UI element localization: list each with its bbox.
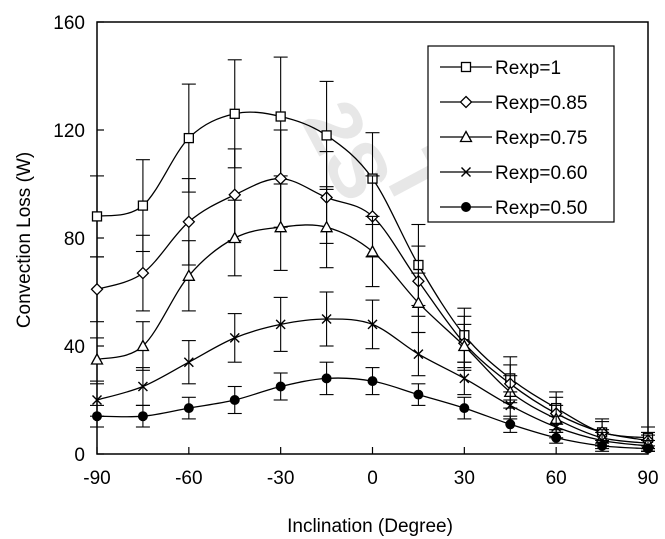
data-point bbox=[413, 389, 424, 400]
data-point bbox=[228, 231, 242, 244]
data-point bbox=[137, 381, 148, 392]
legend-label: Rexp=0.50 bbox=[495, 198, 587, 219]
data-point bbox=[90, 282, 104, 296]
legend-box bbox=[427, 45, 615, 223]
legend-item: Rexp=0.75 bbox=[440, 128, 587, 149]
data-point bbox=[275, 381, 286, 392]
data-point bbox=[275, 111, 286, 122]
data-point bbox=[321, 373, 332, 384]
data-point bbox=[597, 440, 608, 451]
data-point bbox=[551, 422, 562, 432]
x-tick-label: 0 bbox=[367, 468, 378, 489]
x-axis-label: Inclination (Degree) bbox=[287, 516, 453, 537]
data-point bbox=[182, 268, 196, 281]
series-4 bbox=[90, 361, 655, 454]
x-tick-label: -60 bbox=[175, 468, 202, 489]
data-point bbox=[137, 411, 148, 422]
data-point bbox=[459, 403, 470, 414]
data-point bbox=[229, 332, 240, 343]
data-point bbox=[137, 200, 149, 211]
legend-marker bbox=[459, 130, 473, 143]
y-axis-label: Convection Loss (W) bbox=[14, 152, 35, 328]
series-2 bbox=[90, 183, 655, 452]
data-point bbox=[136, 266, 150, 280]
data-point bbox=[457, 339, 471, 352]
data-point bbox=[92, 395, 102, 405]
data-point bbox=[228, 188, 242, 202]
legend-label: Rexp=0.85 bbox=[495, 93, 587, 114]
x-tick-label: 30 bbox=[454, 468, 475, 489]
data-point bbox=[274, 172, 288, 186]
legend-marker bbox=[459, 95, 473, 109]
legend-marker bbox=[461, 202, 471, 212]
x-tick-label: 60 bbox=[546, 468, 567, 489]
data-point bbox=[183, 132, 194, 144]
legend-label: Rexp=0.75 bbox=[495, 128, 587, 149]
legend-marker bbox=[460, 61, 472, 73]
data-point bbox=[275, 319, 286, 330]
data-point bbox=[319, 220, 334, 233]
y-tick-label: 160 bbox=[53, 13, 85, 34]
data-point bbox=[182, 215, 196, 229]
legend-marker bbox=[461, 167, 471, 177]
y-tick-label: 0 bbox=[74, 445, 85, 466]
data-point bbox=[365, 244, 380, 257]
data-point bbox=[229, 395, 240, 405]
data-point bbox=[505, 419, 516, 430]
data-point bbox=[321, 314, 332, 324]
data-point bbox=[321, 130, 332, 141]
data-point bbox=[92, 411, 102, 422]
legend-item: Rexp=1 bbox=[440, 58, 561, 79]
y-tick-label: 40 bbox=[64, 337, 85, 358]
data-point bbox=[551, 432, 562, 443]
data-point bbox=[411, 295, 426, 308]
series-layer bbox=[90, 56, 655, 454]
legend-label: Rexp=0.60 bbox=[495, 163, 587, 184]
data-point bbox=[505, 400, 516, 411]
data-point bbox=[643, 443, 653, 454]
data-point bbox=[183, 357, 194, 368]
x-tick-label: -90 bbox=[83, 468, 110, 489]
data-point bbox=[413, 349, 424, 360]
data-point bbox=[91, 211, 103, 222]
y-tick-label: 80 bbox=[64, 229, 85, 250]
legend: Rexp=1 Rexp=0.85 Rexp=0.75 Rexp=0.60 Rexp=0.… bbox=[427, 45, 615, 223]
legend-label: Rexp=1 bbox=[495, 58, 561, 79]
data-point bbox=[367, 319, 378, 330]
y-tick-label: 120 bbox=[53, 121, 85, 142]
x-tick-label: -30 bbox=[267, 468, 294, 489]
data-point bbox=[274, 220, 288, 233]
legend-item: Rexp=0.60 bbox=[440, 163, 587, 184]
data-point bbox=[367, 376, 378, 387]
data-point bbox=[229, 108, 240, 119]
data-point bbox=[136, 339, 150, 352]
x-tick-label: 90 bbox=[637, 468, 658, 489]
data-point bbox=[459, 373, 470, 384]
legend-item: Rexp=0.50 bbox=[440, 198, 587, 219]
data-point bbox=[90, 352, 104, 365]
legend-item: Rexp=0.85 bbox=[440, 93, 587, 114]
data-point bbox=[183, 403, 194, 414]
